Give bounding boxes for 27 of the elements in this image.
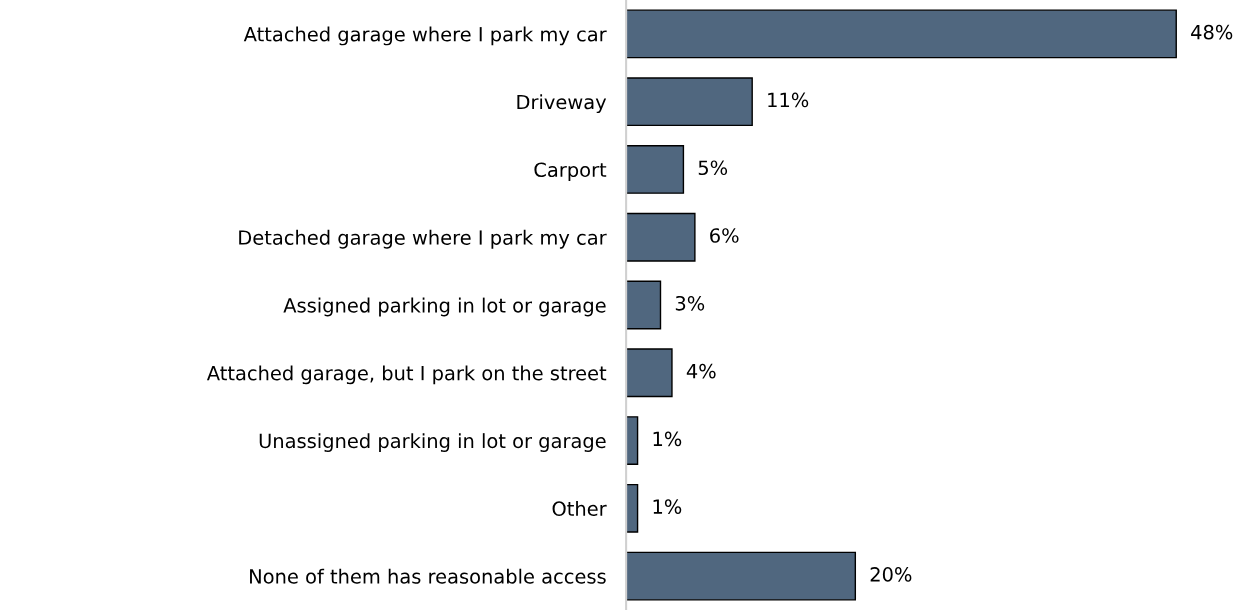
bar — [626, 551, 857, 601]
bar — [626, 77, 753, 127]
data-label: 48% — [1191, 24, 1233, 40]
data-label: 20% — [870, 567, 912, 582]
y-tick-label: Driveway — [517, 94, 607, 114]
y-tick-label: Assigned parking in lot or garage — [283, 297, 606, 317]
bar — [626, 416, 639, 465]
data-label: 5% — [698, 160, 728, 176]
data-label: 3% — [675, 295, 705, 311]
bar — [626, 348, 673, 398]
data-label: 4% — [686, 363, 716, 379]
y-tick-label: Unassigned parking in lot or garage — [259, 433, 606, 452]
data-label: 1% — [653, 499, 682, 514]
data-label: 1% — [653, 431, 682, 447]
y-tick-label: Carport — [534, 162, 607, 181]
y-tick-label: None of them has reasonable access — [250, 568, 606, 584]
data-label: 6% — [710, 228, 739, 243]
y-tick-label: Other — [552, 500, 607, 516]
bar — [626, 145, 685, 194]
y-tick-label: Attached garage, but I park on the street — [206, 365, 607, 385]
data-label: 11% — [768, 92, 809, 108]
y-tick-label: Attached garage where I park my car — [243, 26, 607, 46]
bar — [626, 280, 662, 330]
y-tick-label: Detached garage where I park my car — [239, 229, 607, 249]
bar — [626, 9, 1177, 59]
bar — [626, 483, 639, 533]
bar — [626, 212, 696, 262]
